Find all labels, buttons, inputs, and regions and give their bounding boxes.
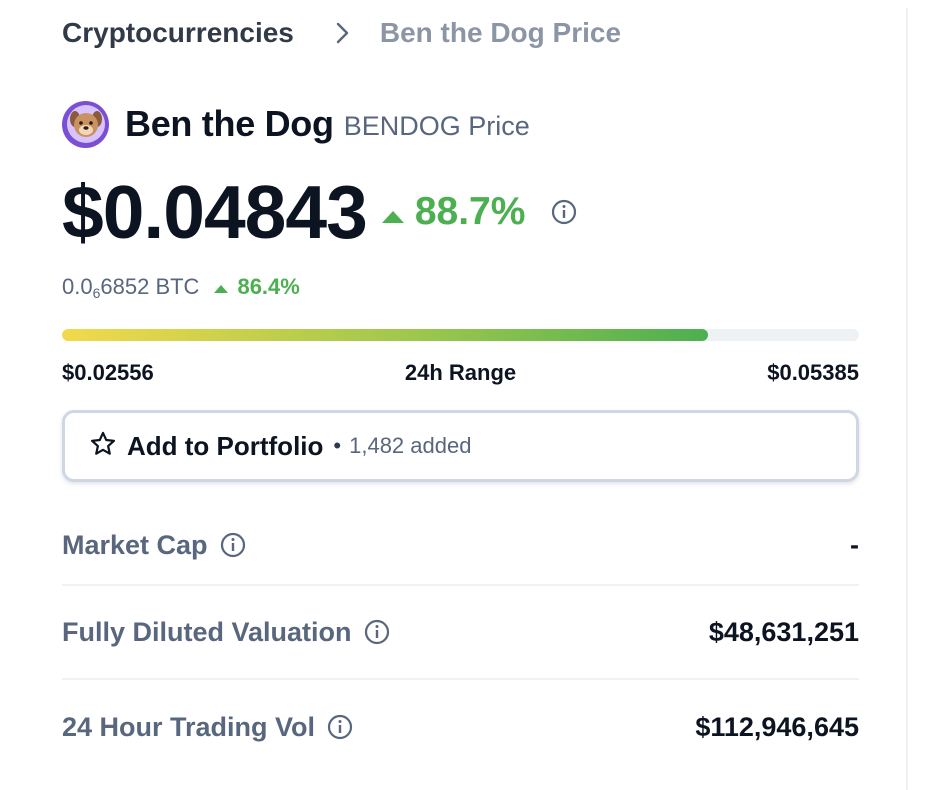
range-low: $0.02556 bbox=[62, 360, 154, 385]
stat-row-fully-diluted-valuation: Fully Diluted Valuation $48,631,251 bbox=[62, 586, 859, 680]
coin-symbol-label: BENDOG Price bbox=[343, 110, 530, 141]
stat-row-market-cap: Market Cap - bbox=[62, 506, 859, 586]
stat-label: 24 Hour Trading Vol bbox=[62, 711, 316, 742]
caret-up-icon bbox=[213, 274, 229, 300]
add-to-portfolio-button[interactable]: Add to Portfolio • 1,482 added bbox=[62, 410, 859, 482]
info-icon[interactable] bbox=[551, 199, 577, 225]
range-label: 24h Range bbox=[404, 360, 517, 385]
range-high: $0.05385 bbox=[767, 360, 859, 385]
range-bar-fill bbox=[62, 329, 708, 341]
caret-up-icon bbox=[381, 190, 405, 234]
main-content: Cryptocurrencies Ben the Dog Price bbox=[62, 0, 859, 774]
btc-change-badge: 86.4% bbox=[213, 274, 300, 300]
btc-change-value: 86.4% bbox=[237, 274, 300, 299]
stat-value: - bbox=[850, 529, 859, 560]
stat-label: Fully Diluted Valuation bbox=[62, 616, 352, 647]
portfolio-separator: • bbox=[333, 433, 342, 458]
stat-label: Market Cap bbox=[62, 529, 208, 560]
dog-face-icon bbox=[62, 100, 109, 148]
info-icon[interactable] bbox=[220, 532, 246, 558]
breadcrumb: Cryptocurrencies Ben the Dog Price bbox=[62, 0, 859, 66]
star-outline-icon bbox=[89, 430, 117, 463]
chevron-right-icon bbox=[336, 22, 350, 44]
price-row: $0.04843 88.7% bbox=[62, 170, 859, 254]
breadcrumb-cryptocurrencies-link[interactable]: Cryptocurrencies bbox=[62, 17, 294, 48]
portfolio-label: Add to Portfolio bbox=[127, 430, 324, 461]
coin-title: Ben the Dog BENDOG Price bbox=[62, 98, 859, 150]
stat-value: $48,631,251 bbox=[708, 616, 859, 647]
breadcrumb-current: Ben the Dog Price bbox=[379, 17, 622, 48]
usd-price: $0.04843 bbox=[62, 170, 368, 254]
panel-divider bbox=[906, 8, 908, 790]
stats-table: Market Cap - Fully Diluted Valuation $48… bbox=[62, 506, 859, 774]
coin-name: Ben the Dog bbox=[125, 103, 334, 144]
btc-price-row: 0.066852 BTC 86.4% bbox=[62, 272, 859, 302]
info-icon[interactable] bbox=[327, 714, 353, 740]
portfolio-count: 1,482 added bbox=[349, 433, 472, 458]
stat-value: $112,946,645 bbox=[695, 711, 859, 742]
range-bar bbox=[62, 329, 859, 341]
stat-row-24h-trading-volume: 24 Hour Trading Vol $112,946,645 bbox=[62, 680, 859, 774]
btc-price: 0.066852 BTC bbox=[62, 273, 200, 301]
range-labels: $0.02556 24h Range $0.05385 bbox=[62, 359, 859, 387]
price-change-badge: 88.7% bbox=[381, 190, 526, 234]
info-icon[interactable] bbox=[364, 619, 390, 645]
price-change-value: 88.7% bbox=[414, 190, 526, 233]
